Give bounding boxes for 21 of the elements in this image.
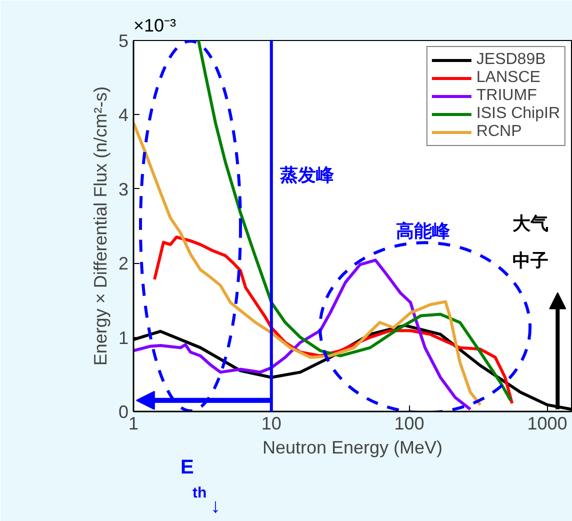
y-tick-label: 2	[118, 254, 129, 274]
legend-label: RCNP	[476, 123, 522, 141]
legend-label: LANSCE	[476, 69, 540, 87]
x-axis-title: Neutron Energy (MeV)	[262, 438, 443, 458]
y-tick-label: 0	[118, 402, 129, 422]
text: ×10⁻³	[134, 16, 176, 36]
annotation: 蒸发峰	[278, 165, 335, 186]
y-tick-label: 5	[118, 31, 129, 51]
legend-label: JESD89B	[476, 51, 546, 69]
annotation: 高能峰	[396, 220, 451, 241]
y-axis-title: Energy × Differential Flux (n/cm²-s)	[90, 86, 110, 366]
legend-label: TRIUMF	[476, 87, 537, 105]
annotation: 大气	[511, 213, 548, 234]
x-tick-label: 10	[261, 414, 282, 434]
legend-label: ISIS ChipIR	[476, 105, 560, 123]
y-tick-label: 4	[118, 105, 129, 126]
y-tick-label: 1	[118, 328, 129, 348]
x-tick-label: 1000	[527, 414, 568, 434]
y-tick-label: 3	[118, 179, 129, 200]
annotation: 中子	[512, 250, 548, 271]
x-tick-label: 100	[394, 414, 424, 434]
